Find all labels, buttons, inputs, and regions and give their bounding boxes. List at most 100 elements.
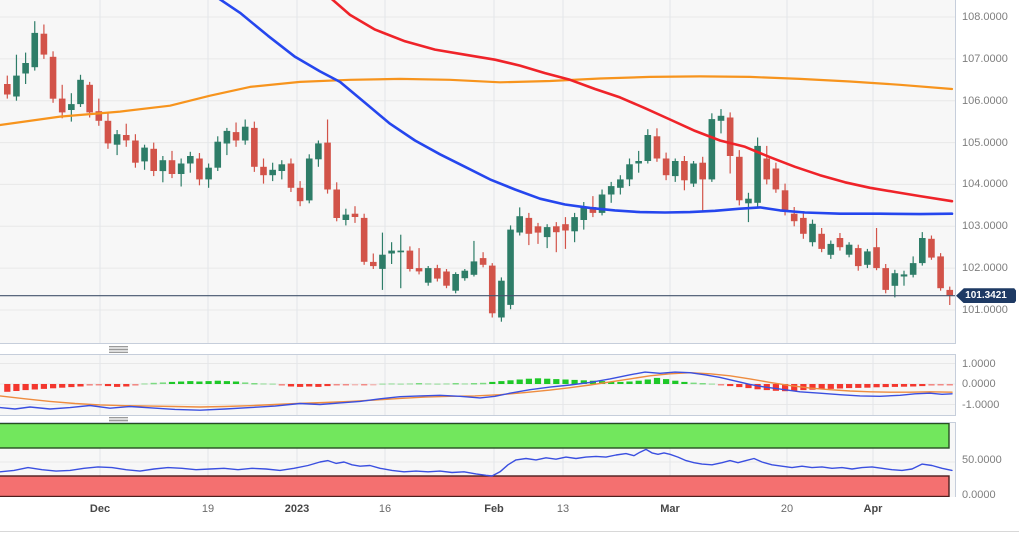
histogram-bar bbox=[836, 384, 844, 389]
candle-body bbox=[4, 84, 11, 95]
histogram-bar bbox=[196, 381, 203, 384]
histogram-bar bbox=[498, 381, 505, 384]
histogram-bar bbox=[873, 384, 880, 388]
price-axis-label: 105.0000 bbox=[962, 136, 1008, 149]
histogram-bar bbox=[31, 384, 38, 390]
histogram-bar bbox=[342, 384, 349, 386]
horizontal-gridlines bbox=[0, 16, 955, 311]
histogram-bar bbox=[690, 382, 697, 385]
candle-body bbox=[113, 134, 121, 145]
candle-body bbox=[498, 280, 505, 318]
macd-axis-label: 0.0000 bbox=[962, 378, 996, 390]
candle-body bbox=[919, 238, 926, 264]
histogram-bar bbox=[534, 378, 542, 384]
date-axis[interactable]: Dec 19 2023 16 Feb 13 Mar 20 Apr bbox=[0, 497, 956, 523]
histogram-bar bbox=[745, 384, 752, 389]
price-axis-label: 106.0000 bbox=[962, 94, 1008, 107]
histogram-bar bbox=[461, 383, 468, 385]
histogram-bar bbox=[13, 384, 20, 391]
macd-axis-label: 1.0000 bbox=[962, 357, 996, 370]
candle-body bbox=[196, 158, 203, 180]
candle-body bbox=[315, 143, 322, 160]
histogram-bar bbox=[937, 384, 944, 386]
candle-body bbox=[845, 244, 853, 255]
date-label: 2023 bbox=[284, 503, 310, 515]
histogram-bar bbox=[104, 384, 112, 387]
histogram-bar bbox=[809, 384, 816, 390]
histogram-bar bbox=[4, 384, 11, 392]
candle-body bbox=[836, 238, 844, 248]
histogram-bar bbox=[727, 384, 734, 387]
histogram-bar bbox=[855, 384, 862, 388]
candle-body bbox=[214, 141, 222, 168]
histogram-bar bbox=[900, 384, 908, 387]
candle-body bbox=[543, 227, 551, 238]
overbought-band bbox=[0, 423, 950, 449]
candle-body bbox=[736, 156, 743, 201]
candle-body bbox=[671, 161, 679, 177]
histogram-bar bbox=[562, 379, 569, 384]
price-axis[interactable]: 101.3421 108.0000 107.0000 106.0000 105.000… bbox=[956, 0, 1019, 534]
candle-body bbox=[909, 263, 917, 275]
candle-body bbox=[424, 268, 432, 283]
histogram-bar bbox=[681, 381, 688, 384]
candle-body bbox=[324, 142, 331, 190]
candle-body bbox=[607, 186, 615, 195]
histogram-bar bbox=[269, 383, 276, 385]
histogram-bar bbox=[516, 379, 523, 384]
candle-body bbox=[351, 213, 359, 217]
ma-line-red bbox=[330, 0, 954, 203]
candle-body bbox=[305, 158, 313, 201]
histogram-bar bbox=[22, 384, 29, 391]
bottom-divider bbox=[0, 531, 1019, 532]
candle-body bbox=[86, 84, 93, 113]
histogram-bar bbox=[626, 381, 633, 384]
histogram-bar bbox=[351, 384, 359, 386]
candle-body bbox=[241, 126, 249, 141]
price-axis-label: 101.0000 bbox=[962, 304, 1008, 316]
candle-body bbox=[818, 233, 825, 249]
histogram-bar bbox=[333, 384, 340, 386]
candle-body bbox=[333, 189, 340, 218]
candle-body bbox=[168, 160, 176, 174]
macd-indicator-panel[interactable] bbox=[0, 354, 956, 416]
candle-body bbox=[790, 213, 798, 222]
candle-body bbox=[104, 120, 112, 144]
candle-body bbox=[516, 216, 523, 233]
histogram-bar bbox=[68, 384, 75, 388]
candle-body bbox=[873, 247, 880, 269]
histogram-bar bbox=[507, 380, 514, 384]
candle-body bbox=[662, 158, 670, 176]
panel-resize-grip-icon[interactable] bbox=[109, 417, 128, 424]
histogram-bar bbox=[608, 381, 615, 384]
candle-body bbox=[68, 104, 75, 110]
histogram-bar bbox=[882, 384, 889, 388]
histogram-bar bbox=[480, 382, 487, 385]
candle-body bbox=[891, 273, 899, 286]
candle-body bbox=[461, 270, 469, 279]
histogram-bar bbox=[818, 384, 825, 390]
candle-body bbox=[278, 164, 286, 171]
histogram-bar bbox=[232, 381, 240, 384]
candle-body bbox=[754, 145, 761, 203]
histogram-bar bbox=[910, 384, 917, 387]
candle-body bbox=[763, 158, 771, 180]
main-price-panel[interactable] bbox=[0, 0, 956, 344]
histogram-bar bbox=[77, 384, 84, 387]
candle-body bbox=[928, 238, 935, 258]
candle-body bbox=[132, 140, 139, 163]
candle-body bbox=[864, 251, 871, 265]
rsi-indicator-panel[interactable] bbox=[0, 422, 956, 498]
candle-body bbox=[745, 198, 752, 204]
candle-body bbox=[22, 63, 29, 74]
candle-body bbox=[772, 168, 780, 190]
candle-body bbox=[370, 261, 377, 267]
histogram-bar bbox=[617, 381, 624, 384]
price-axis-label: 107.0000 bbox=[962, 52, 1008, 65]
candle-body bbox=[900, 274, 908, 277]
panel-resize-grip-icon[interactable] bbox=[109, 346, 128, 353]
candle-body bbox=[415, 268, 423, 272]
histogram-bar bbox=[452, 383, 459, 385]
histogram-bar bbox=[123, 384, 130, 387]
